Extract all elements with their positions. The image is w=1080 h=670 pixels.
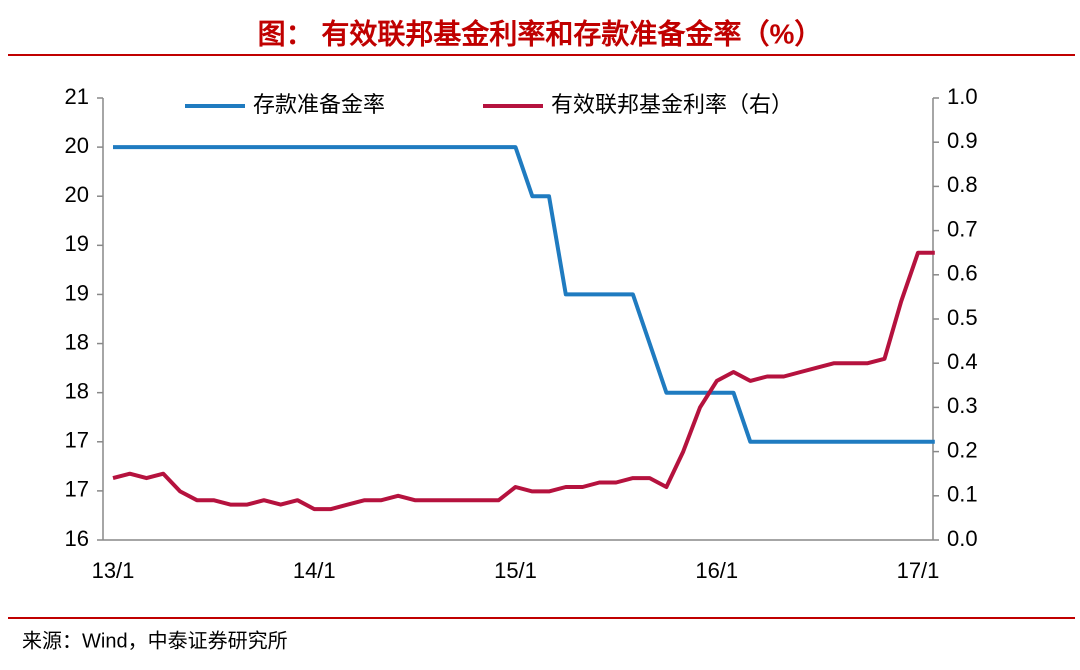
legend-label: 存款准备金率 — [253, 92, 385, 117]
x-tick-label: 17/1 — [897, 558, 940, 583]
y-tick-label: 17 — [65, 428, 89, 453]
x-tick-label: 14/1 — [293, 558, 336, 583]
y-tick-label: 19 — [65, 280, 89, 305]
x-tick-label: 15/1 — [494, 558, 537, 583]
series-line — [112, 250, 935, 512]
y-tick-label: 21 — [65, 84, 89, 109]
y-tick-label: 20 — [65, 182, 89, 207]
y-tick-label: 18 — [65, 329, 89, 354]
y2-tick-label: 0.8 — [947, 172, 978, 197]
y2-tick-label: 0.7 — [947, 216, 978, 241]
legend-label: 有效联邦基金利率（右） — [551, 92, 793, 117]
y-tick-label: 20 — [65, 133, 89, 158]
y2-tick-label: 1.0 — [947, 84, 978, 109]
x-tick-label: 16/1 — [695, 558, 738, 583]
series-line — [113, 145, 935, 444]
y2-tick-label: 0.5 — [947, 305, 978, 330]
y2-tick-label: 0.6 — [947, 261, 978, 286]
y2-tick-label: 0.1 — [947, 482, 978, 507]
y-tick-label: 17 — [65, 477, 89, 502]
y-tick-label: 19 — [65, 231, 89, 256]
y2-tick-label: 0.4 — [947, 349, 978, 374]
x-tick-label: 13/1 — [92, 558, 135, 583]
y2-tick-label: 0.2 — [947, 437, 978, 462]
y-tick-label: 16 — [65, 526, 89, 551]
y2-tick-label: 0.3 — [947, 393, 978, 418]
chart-title: 图： 有效联邦基金利率和存款准备金率（%） — [258, 17, 823, 49]
y2-tick-label: 0.9 — [947, 128, 978, 153]
y-tick-label: 18 — [65, 378, 89, 403]
source-note: 来源：Wind，中泰证券研究所 — [22, 629, 288, 652]
y2-tick-label: 0.0 — [947, 526, 978, 551]
